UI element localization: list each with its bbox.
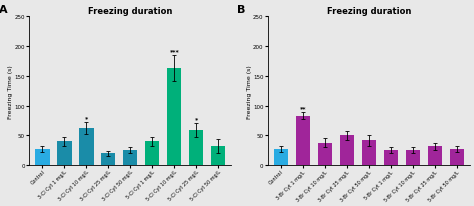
Bar [101, 154, 116, 166]
Text: A: A [0, 5, 8, 15]
Bar [273, 149, 288, 166]
Bar [449, 149, 464, 166]
Bar [339, 136, 354, 166]
Bar [35, 149, 50, 166]
Y-axis label: Freezing Time (s): Freezing Time (s) [8, 64, 13, 118]
Text: *: * [85, 115, 88, 120]
Title: Freezing duration: Freezing duration [88, 7, 173, 16]
Text: *: * [195, 117, 198, 122]
Bar [296, 116, 310, 166]
Text: ***: *** [169, 49, 179, 54]
Y-axis label: Freezing Time (s): Freezing Time (s) [246, 64, 252, 118]
Bar [57, 142, 72, 166]
Title: Freezing duration: Freezing duration [327, 7, 411, 16]
Bar [406, 151, 420, 166]
Bar [428, 146, 442, 166]
Bar [123, 151, 137, 166]
Text: B: B [237, 5, 246, 15]
Text: **: ** [300, 106, 306, 111]
Bar [318, 143, 332, 166]
Bar [145, 142, 159, 166]
Bar [383, 151, 398, 166]
Bar [189, 130, 203, 166]
Bar [79, 128, 93, 166]
Bar [211, 146, 226, 166]
Bar [167, 69, 182, 166]
Bar [362, 141, 376, 166]
